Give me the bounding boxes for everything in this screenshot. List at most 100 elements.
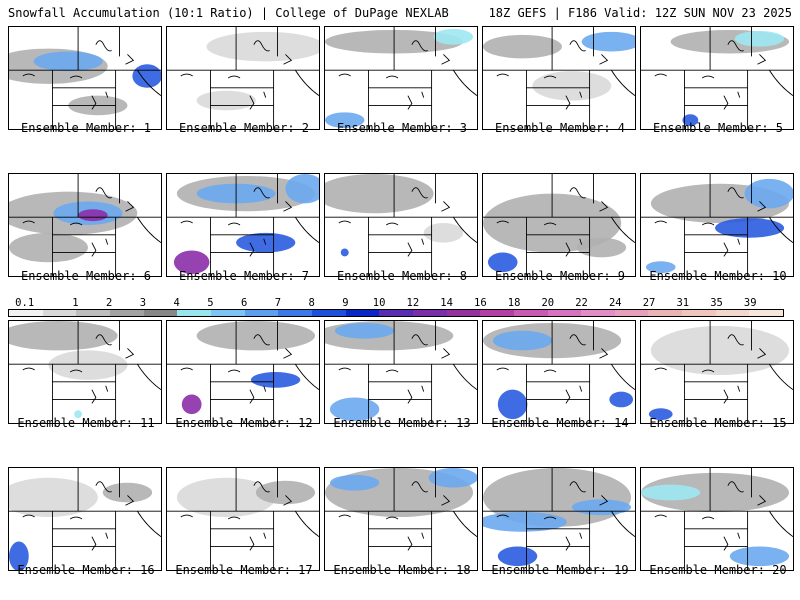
member-map-20: [640, 467, 794, 571]
colorbar-tick-label: 10: [372, 297, 386, 309]
member-caption: Ensemble Member: 2: [178, 121, 310, 135]
valid-time: 18Z GEFS | F186 Valid: 12Z SUN NOV 23 20…: [488, 6, 792, 20]
member-caption: Ensemble Member: 11: [17, 416, 155, 430]
member-caption: Ensemble Member: 15: [649, 416, 787, 430]
member-map-16: [8, 467, 162, 571]
member-map-19: [482, 467, 636, 571]
colorbar-swatch: [278, 310, 312, 316]
colorbar-tick-label: 27: [642, 297, 656, 309]
map-field: [167, 174, 319, 276]
member-caption: Ensemble Member: 10: [649, 269, 787, 283]
member-caption: Ensemble Member: 20: [649, 563, 787, 577]
member-map-7: [166, 173, 320, 277]
map-field: [325, 468, 477, 570]
colorbar-swatch: [446, 310, 481, 316]
member-map-3: [324, 26, 478, 130]
colorbar-swatch: [143, 310, 178, 316]
map-field: [167, 468, 319, 570]
colorbar-swatch: [412, 310, 447, 316]
member-map-17: [166, 467, 320, 571]
map-field: [325, 321, 477, 423]
colorbar-swatch: [682, 310, 716, 316]
colorbar-tick-label: 9: [342, 297, 349, 309]
map-field: [641, 468, 793, 570]
member-map-5: [640, 26, 794, 130]
member-map-2: [166, 26, 320, 130]
colorbar-swatch: [614, 310, 649, 316]
colorbar-tick-label: 35: [710, 297, 723, 309]
colorbar-swatch: [9, 310, 43, 316]
map-field: [641, 321, 793, 423]
colorbar-swatch: [513, 310, 548, 316]
colorbar-swatch: [379, 310, 413, 316]
colorbar-tick-label: 8: [308, 297, 315, 309]
map-field: [9, 27, 161, 129]
map-field: [9, 174, 161, 276]
colorbar: [8, 309, 784, 317]
member-caption: Ensemble Member: 1: [20, 121, 152, 135]
map-field: [167, 27, 319, 129]
colorbar-swatch: [480, 310, 514, 316]
member-map-15: [640, 320, 794, 424]
member-caption: Ensemble Member: 3: [336, 121, 468, 135]
map-field: [483, 468, 635, 570]
map-field: [483, 174, 635, 276]
colorbar-tick-label: 2: [106, 297, 113, 309]
map-field: [483, 27, 635, 129]
colorbar-tick-label: 0.1: [15, 297, 35, 309]
colorbar-swatch: [345, 310, 380, 316]
member-caption: Ensemble Member: 4: [494, 121, 626, 135]
colorbar-tick-label: 6: [241, 297, 248, 309]
member-map-1: [8, 26, 162, 130]
colorbar-labels: 0.1 1 2 3 4 5 6 7 8 9 10 12 14 16 18 20 22 24 27 31 35 39: [8, 297, 784, 309]
member-caption: Ensemble Member: 16: [17, 563, 155, 577]
member-caption: Ensemble Member: 19: [491, 563, 629, 577]
colorbar-tick-label: 20: [541, 297, 555, 309]
colorbar-tick-label: 39: [743, 297, 757, 309]
colorbar-tick-label: 31: [676, 297, 690, 309]
colorbar-swatch: [749, 310, 784, 316]
map-field: [167, 321, 319, 423]
member-caption: Ensemble Member: 9: [494, 269, 626, 283]
member-caption: Ensemble Member: 6: [20, 269, 152, 283]
map-field: [483, 321, 635, 423]
member-map-14: [482, 320, 636, 424]
map-field: [325, 174, 477, 276]
colorbar-swatch: [244, 310, 279, 316]
colorbar-swatch: [715, 310, 750, 316]
member-caption: Ensemble Member: 17: [175, 563, 313, 577]
member-caption: Ensemble Member: 8: [336, 269, 468, 283]
member-map-10: [640, 173, 794, 277]
colorbar-swatch: [109, 310, 144, 316]
colorbar-swatch: [547, 310, 582, 316]
map-title: Snowfall Accumulation (10:1 Ratio) | Col…: [8, 6, 449, 20]
map-field: [641, 27, 793, 129]
colorbar-tick-label: 12: [406, 297, 420, 309]
colorbar-swatch: [177, 310, 211, 316]
member-caption: Ensemble Member: 14: [491, 416, 629, 430]
member-map-8: [324, 173, 478, 277]
colorbar-tick-label: 18: [507, 297, 521, 309]
member-map-18: [324, 467, 478, 571]
colorbar-swatch: [311, 310, 346, 316]
colorbar-tick-label: 3: [139, 297, 147, 309]
colorbar-tick-label: 7: [274, 297, 282, 309]
map-field: [641, 174, 793, 276]
member-map-13: [324, 320, 478, 424]
member-map-4: [482, 26, 636, 130]
member-map-9: [482, 173, 636, 277]
member-map-6: [8, 173, 162, 277]
map-field: [9, 321, 161, 423]
colorbar-tick-label: 5: [207, 297, 214, 309]
colorbar-tick-label: 14: [440, 297, 453, 309]
member-caption: Ensemble Member: 18: [333, 563, 471, 577]
colorbar-tick-label: 24: [608, 297, 622, 309]
colorbar-swatch: [581, 310, 615, 316]
colorbar-tick-label: 22: [575, 297, 588, 309]
colorbar-tick-label: 4: [173, 297, 180, 309]
colorbar-swatch: [42, 310, 77, 316]
colorbar-tick-label: 16: [474, 297, 487, 309]
member-caption: Ensemble Member: 5: [652, 121, 784, 135]
map-field: [325, 27, 477, 129]
member-caption: Ensemble Member: 12: [175, 416, 313, 430]
